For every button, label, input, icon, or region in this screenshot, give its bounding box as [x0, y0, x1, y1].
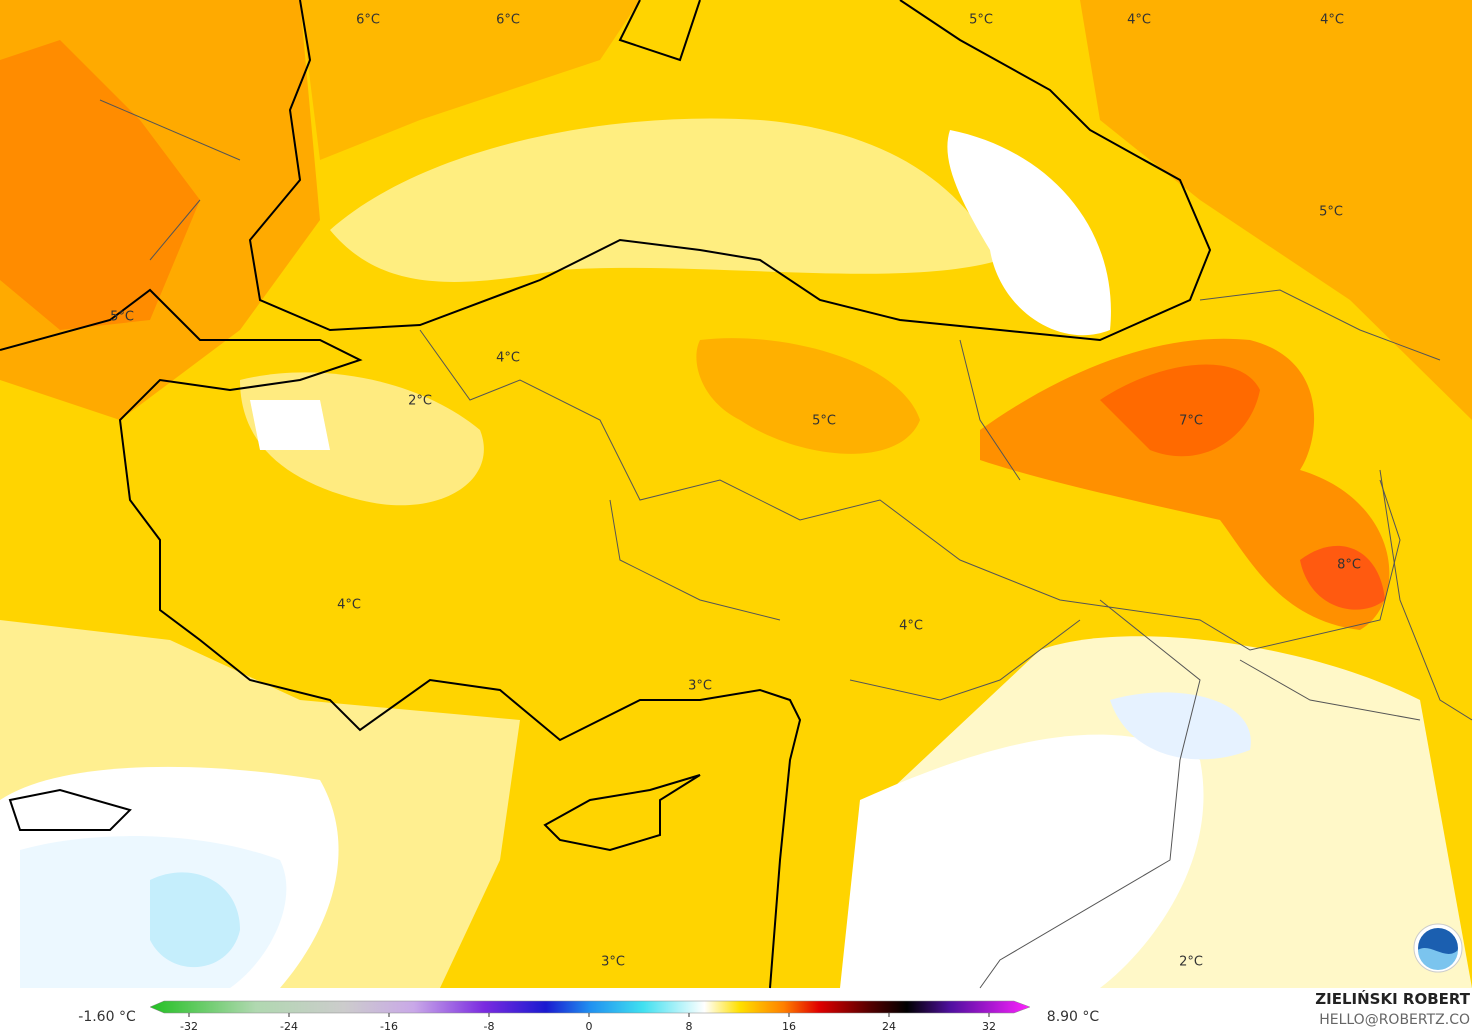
- temperature-label: 3°C: [601, 955, 625, 970]
- warm-region: [1100, 364, 1260, 457]
- temperature-label: 5°C: [110, 310, 134, 325]
- temperature-label: 4°C: [496, 351, 520, 366]
- cold-region: [947, 130, 1111, 336]
- colorbar-tick-label: -8: [484, 1020, 495, 1033]
- colorbar-bar: [149, 1000, 1031, 1014]
- temperature-label: 8°C: [1337, 558, 1361, 573]
- coastline: [618, 0, 701, 62]
- temperature-label: 4°C: [1320, 13, 1344, 28]
- max-value: 8.90 °C: [1047, 1009, 1100, 1025]
- temperature-label: 2°C: [408, 394, 432, 409]
- min-value: -1.60 °C: [78, 1009, 136, 1025]
- colorbar: -32 -24 -16 -8 0 8 16 24 32: [149, 1000, 1031, 1033]
- warm-region: [980, 338, 1390, 630]
- colorbar-tick-label: 8: [686, 1020, 693, 1033]
- warm-region: [1080, 0, 1472, 420]
- coastline: [0, 288, 802, 989]
- colorbar-tick-label: 24: [882, 1020, 896, 1033]
- warm-region: [0, 40, 200, 330]
- colorbar-tick-label: -16: [380, 1020, 398, 1033]
- temperature-label: 4°C: [1127, 13, 1151, 28]
- temperature-label: 4°C: [337, 598, 361, 613]
- border: [99, 99, 1421, 989]
- temperature-label: 4°C: [899, 619, 923, 634]
- colorbar-tick-label: -24: [280, 1020, 298, 1033]
- temperature-label: 5°C: [969, 13, 993, 28]
- colorbar-tick-label: 0: [586, 1020, 593, 1033]
- warm-region: [300, 0, 640, 160]
- cold-region: [250, 400, 330, 450]
- coastline: [248, 0, 1212, 342]
- map: 6°C 6°C 5°C 4°C 4°C 5°C 5°C 4°C 2°C 5°C 7°C 8°C 4°C 4…: [0, 0, 1472, 989]
- warm-region: [1300, 545, 1385, 610]
- temperature-label: 7°C: [1179, 414, 1203, 429]
- warm-region: [696, 338, 920, 454]
- temperature-label: 3°C: [688, 679, 712, 694]
- border: [1199, 289, 1472, 721]
- temperature-label: 5°C: [1319, 205, 1343, 220]
- colorbar-tick-label: 32: [982, 1020, 996, 1033]
- contact: HELLO@ROBERTZ.CO: [1319, 1012, 1470, 1028]
- colorbar-tick-label: 16: [782, 1020, 796, 1033]
- author: ZIELIŃSKI ROBERT: [1315, 989, 1470, 1008]
- cold-region: [840, 734, 1204, 988]
- coastline: [8, 788, 132, 831]
- temperature-label: 6°C: [356, 13, 380, 28]
- noaa-logo: [1413, 923, 1463, 973]
- very-cold-region: [20, 836, 287, 988]
- coastline: [543, 774, 701, 852]
- temperature-label: 5°C: [812, 414, 836, 429]
- very-cold-region: [1110, 692, 1251, 760]
- temperature-label: 6°C: [496, 13, 520, 28]
- colorbar-tick-label: -32: [180, 1020, 198, 1033]
- temperature-label: 2°C: [1179, 955, 1203, 970]
- cool-region: [330, 118, 1000, 282]
